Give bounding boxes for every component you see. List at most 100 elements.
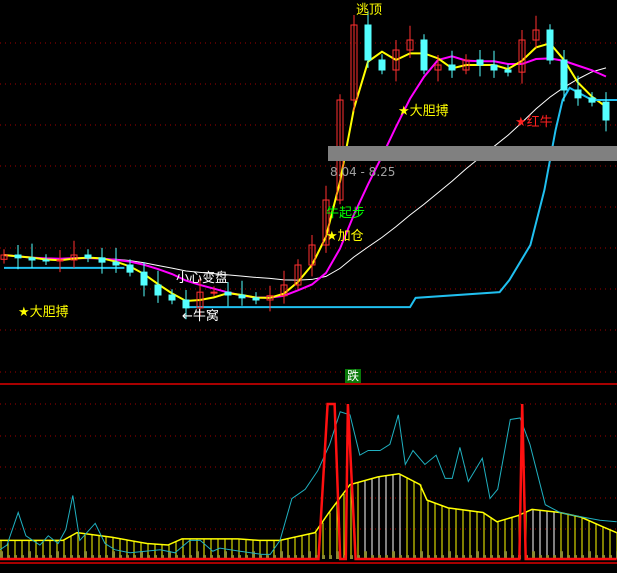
volume-bar xyxy=(588,551,591,559)
candle-body xyxy=(140,271,148,286)
volume-bar xyxy=(175,555,178,559)
volume-bar xyxy=(420,551,423,559)
volume-bar xyxy=(497,555,500,559)
volume-bar xyxy=(161,555,164,559)
annotation-caution-change: 小心变盘 xyxy=(176,271,229,286)
volume-bar xyxy=(336,551,339,559)
volume-bar xyxy=(280,551,283,559)
annotation-red-bull: ★红牛 xyxy=(515,115,553,130)
candle-body xyxy=(280,284,288,297)
candle-body xyxy=(420,39,428,71)
volume-bar xyxy=(238,555,241,559)
volume-bar xyxy=(182,555,185,559)
candle-body xyxy=(196,291,204,309)
star-icon: ★ xyxy=(398,104,410,119)
star-icon: ★ xyxy=(326,229,338,244)
volume-bar xyxy=(413,555,416,559)
volume-bar xyxy=(140,551,143,559)
volume-bar xyxy=(448,551,451,559)
candle-body xyxy=(448,64,456,71)
volume-bar xyxy=(49,555,52,559)
volume-bar xyxy=(28,551,31,559)
candle-body xyxy=(560,59,568,91)
volume-bar xyxy=(70,555,73,559)
candle-body xyxy=(266,295,274,301)
volume-bar xyxy=(483,555,486,559)
volume-bar xyxy=(546,555,549,559)
volume-bar xyxy=(168,551,171,559)
volume-bar xyxy=(427,555,430,559)
candle-body xyxy=(434,64,442,71)
volume-bar xyxy=(196,551,199,559)
volume-bar xyxy=(210,555,213,559)
volume-bar xyxy=(203,555,206,559)
volume-bar xyxy=(350,555,353,559)
volume-bar xyxy=(14,555,17,559)
volume-bar xyxy=(7,555,10,559)
ma-fast-line xyxy=(3,42,607,302)
candle-body xyxy=(98,257,106,263)
volume-bar xyxy=(378,555,381,559)
volume-bar xyxy=(553,555,556,559)
volume-bar xyxy=(119,555,122,559)
volume-bar xyxy=(399,555,402,559)
volume-bar xyxy=(133,555,136,559)
star-icon: ★ xyxy=(18,305,30,320)
indicator-yellow-line xyxy=(0,472,617,546)
volume-bar xyxy=(77,555,80,559)
candle-body xyxy=(56,259,64,262)
volume-bar xyxy=(434,555,437,559)
candle-body xyxy=(252,297,260,301)
annotation-bold-bet-left: ★大胆搏 xyxy=(18,305,69,320)
volume-bar xyxy=(273,555,276,559)
candle-body xyxy=(364,24,372,61)
volume-bar xyxy=(385,555,388,559)
annotation-escape-top: 逃顶 xyxy=(356,3,383,18)
candle-body xyxy=(42,259,50,262)
ma-mid-line xyxy=(3,55,607,299)
volume-bar xyxy=(343,555,346,559)
volume-bar xyxy=(406,555,409,559)
volume-bar xyxy=(504,551,507,559)
volume-bar xyxy=(217,555,220,559)
candle-body xyxy=(210,291,218,294)
volume-bar xyxy=(329,555,332,559)
price-range-band xyxy=(328,146,617,161)
volume-bar xyxy=(287,555,290,559)
candle-body xyxy=(224,291,232,296)
volume-bar xyxy=(364,551,367,559)
candle-body xyxy=(392,49,400,71)
candle-body xyxy=(518,39,526,73)
signal-fall-badge: 跌 xyxy=(345,369,362,383)
volume-bar xyxy=(231,555,234,559)
candle-body xyxy=(378,59,386,71)
annotation-bold-bet-right: ★大胆搏 xyxy=(398,104,449,119)
candle-body xyxy=(406,39,414,51)
volume-bar xyxy=(441,555,444,559)
volume-bar xyxy=(455,555,458,559)
volume-bar xyxy=(301,555,304,559)
candle-body xyxy=(168,294,176,301)
volume-bar xyxy=(147,555,150,559)
candle-body xyxy=(588,97,596,103)
volume-bar xyxy=(532,551,535,559)
volume-bar xyxy=(245,555,248,559)
candle-body xyxy=(28,257,36,261)
volume-bar xyxy=(35,555,38,559)
candle-body xyxy=(154,284,162,296)
volume-bar xyxy=(0,551,3,559)
volume-bar xyxy=(266,555,269,559)
candle-body xyxy=(532,29,540,41)
candle-body xyxy=(546,29,554,61)
candle-body xyxy=(84,254,92,259)
volume-bar xyxy=(63,555,66,559)
candle-body xyxy=(504,69,512,73)
candle-body xyxy=(322,199,330,246)
candle-body xyxy=(182,299,190,309)
volume-bar xyxy=(91,555,94,559)
candle-body xyxy=(70,254,78,261)
volume-bar xyxy=(609,555,612,559)
indicator-red-line xyxy=(0,402,617,561)
candle-body xyxy=(490,64,498,71)
